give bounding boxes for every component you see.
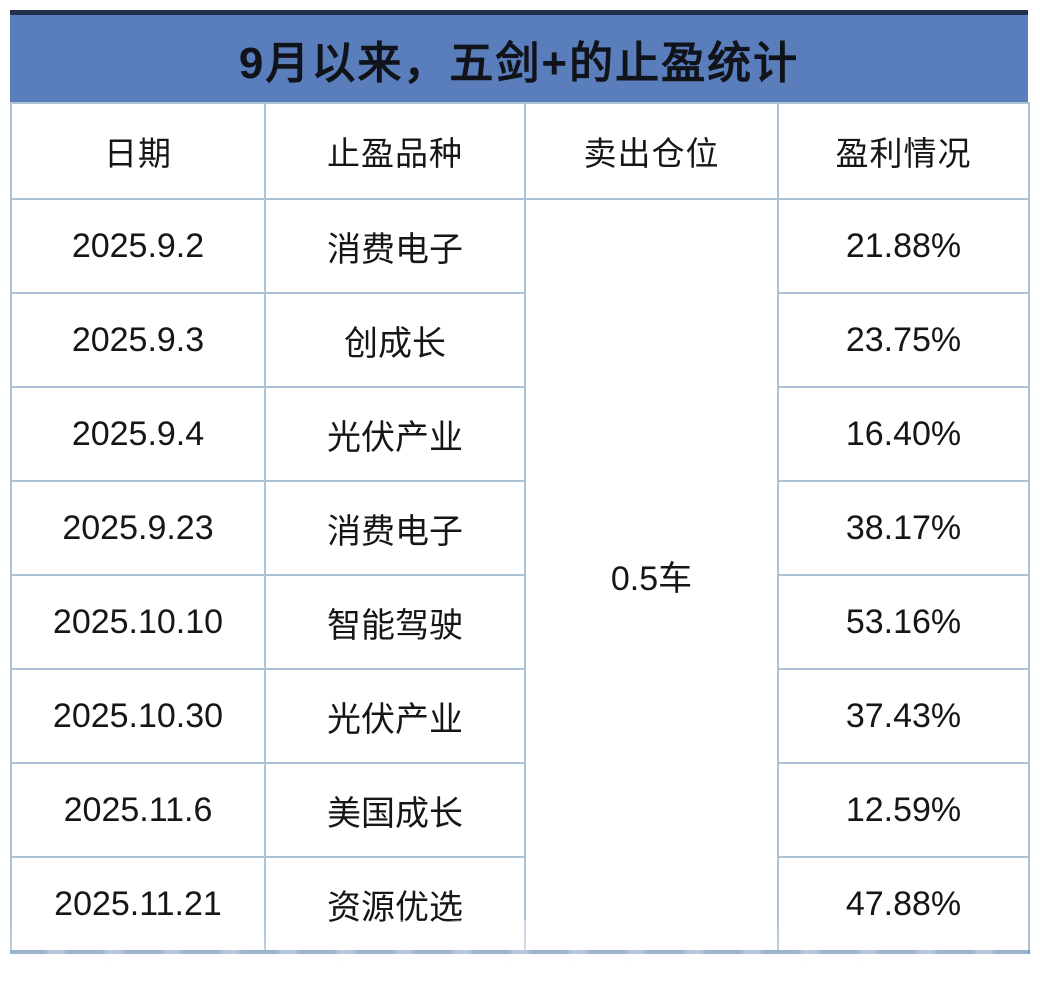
table-row: 2025.10.30 光伏产业 37.43%: [10, 668, 1030, 764]
table-row: 2025.11.21 资源优选 47.88%: [10, 856, 1030, 953]
date-cell: 2025.9.3: [10, 292, 266, 388]
date-cell: 2025.9.4: [10, 386, 266, 482]
page-title: 9月以来，五剑+的止盈统计: [238, 38, 800, 88]
variety-cell: 光伏产业: [264, 668, 526, 764]
sell-position-merged-cell: 0.5车: [524, 198, 779, 953]
header-cell-date: 日期: [10, 102, 266, 200]
profit-cell: 12.59%: [777, 762, 1030, 858]
variety-cell: 美国成长: [264, 762, 526, 858]
date-cell: 2025.11.6: [10, 762, 266, 858]
profit-cell: 21.88%: [777, 198, 1030, 294]
variety-cell: 资源优选: [264, 856, 526, 953]
variety-cell: 智能驾驶: [264, 574, 526, 670]
variety-cell: 创成长: [264, 292, 526, 388]
table-row: 2025.9.23 消费电子 38.17%: [10, 480, 1030, 576]
table-row: 2025.9.3 创成长 23.75%: [10, 292, 1030, 388]
date-cell: 2025.11.21: [10, 856, 266, 953]
variety-cell: 消费电子: [264, 198, 526, 294]
profit-cell: 47.88%: [777, 856, 1030, 953]
profit-cell: 37.43%: [777, 668, 1030, 764]
profit-cell: 53.16%: [777, 574, 1030, 670]
header-cell-profit: 盈利情况: [777, 102, 1030, 200]
date-cell: 2025.10.30: [10, 668, 266, 764]
profit-cell: 16.40%: [777, 386, 1030, 482]
table-title-band: 9月以来，五剑+的止盈统计: [10, 10, 1028, 102]
profit-table-panel: 9月以来，五剑+的止盈统计 日期 止盈品种 卖出仓位 盈利情况 2025.9.2…: [10, 10, 1030, 954]
table-header-row: 日期 止盈品种 卖出仓位 盈利情况: [10, 102, 1030, 200]
table-row: 2025.9.4 光伏产业 16.40%: [10, 386, 1030, 482]
table-row: 2025.9.2 消费电子 0.5车 21.88%: [10, 198, 1030, 953]
date-cell: 2025.10.10: [10, 574, 266, 670]
date-cell: 2025.9.23: [10, 480, 266, 576]
table-row: 2025.10.10 智能驾驶 53.16%: [10, 574, 1030, 670]
table-row: 2025.11.6 美国成长 12.59%: [10, 762, 1030, 858]
profit-stats-table: 日期 止盈品种 卖出仓位 盈利情况 2025.9.2 消费电子 0.5车 21.…: [10, 102, 1030, 954]
date-cell: 2025.9.2: [10, 198, 266, 294]
header-cell-variety: 止盈品种: [264, 102, 526, 200]
variety-cell: 光伏产业: [264, 386, 526, 482]
variety-cell: 消费电子: [264, 480, 526, 576]
profit-cell: 23.75%: [777, 292, 1030, 388]
profit-cell: 38.17%: [777, 480, 1030, 576]
header-cell-sell-position: 卖出仓位: [524, 102, 779, 200]
